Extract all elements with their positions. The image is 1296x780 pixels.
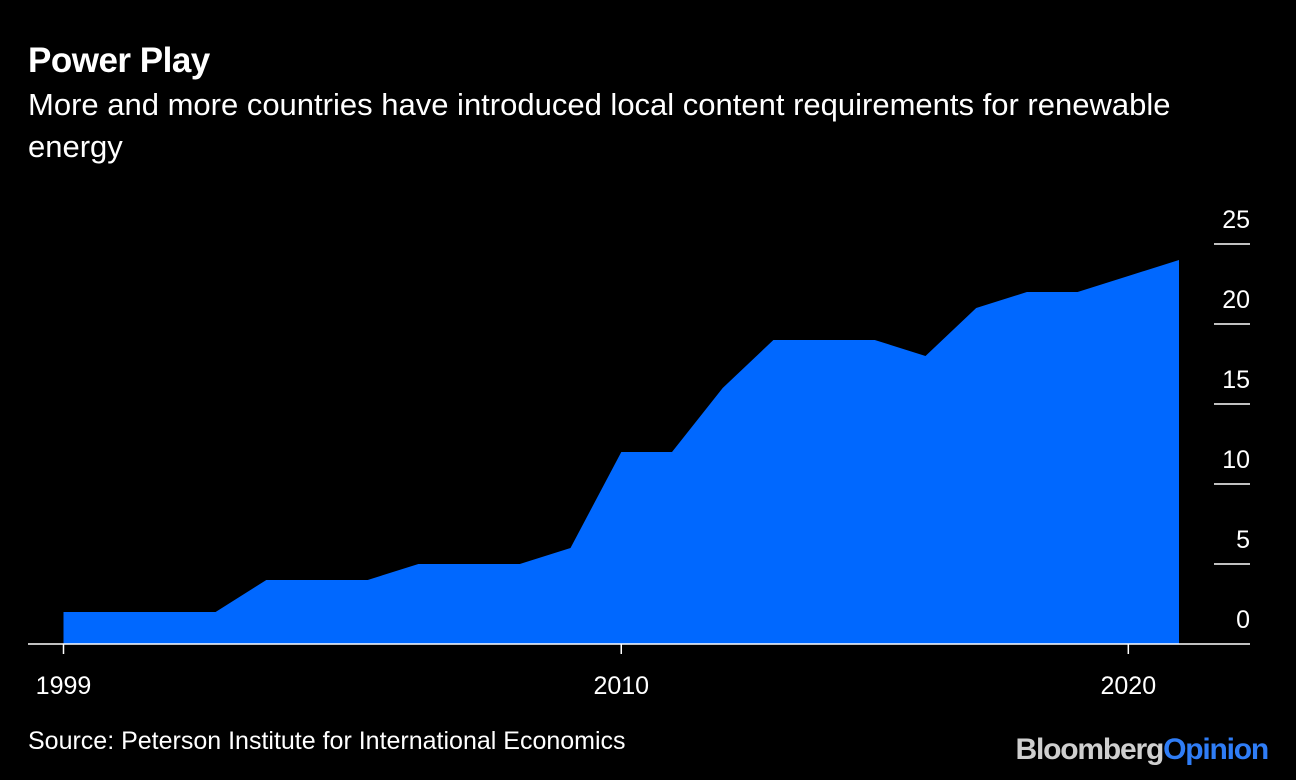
y-tick-label-5: 5 bbox=[1236, 526, 1250, 554]
bloomberg-opinion-logo: BloombergOpinion bbox=[1015, 732, 1270, 768]
y-tick-label-0: 0 bbox=[1236, 606, 1250, 634]
y-tick-label-10: 10 bbox=[1222, 446, 1250, 474]
brand-opinion: Opinion bbox=[1163, 733, 1269, 766]
y-tick-label-25: 25 bbox=[1222, 206, 1250, 234]
source-note: Source: Peterson Institute for Internati… bbox=[28, 727, 626, 755]
chart-title: Power Play bbox=[28, 41, 210, 80]
chart-subtitle: More and more countries have introduced … bbox=[28, 87, 1171, 164]
brand-bloomberg: Bloomberg bbox=[1015, 733, 1165, 766]
x-tick-label-2020: 2020 bbox=[1100, 672, 1156, 700]
x-tick-label-1999: 1999 bbox=[36, 672, 92, 700]
y-tick-label-20: 20 bbox=[1222, 286, 1250, 314]
x-tick-label-2010: 2010 bbox=[593, 672, 649, 700]
y-tick-label-15: 15 bbox=[1222, 366, 1250, 394]
area-series-0 bbox=[63, 260, 1179, 644]
area-chart: 0 5 10 15 20 25 1999 2010 2020 bbox=[28, 206, 1250, 700]
